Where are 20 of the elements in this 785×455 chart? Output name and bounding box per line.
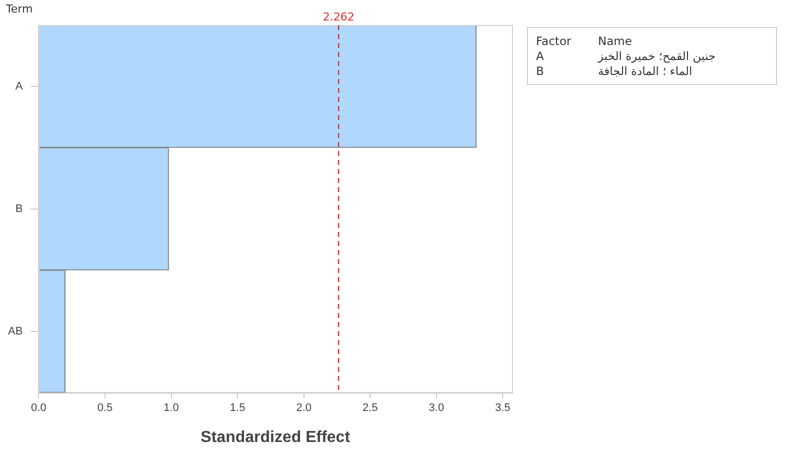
y-axis-title: Term xyxy=(5,2,33,16)
x-tick-label: 2.0 xyxy=(296,402,312,414)
text: جنين القمح؛ خميرة الخبز xyxy=(598,49,717,63)
x-tick-label: 1.0 xyxy=(164,402,179,414)
x-tick-label: 3.5 xyxy=(495,402,510,414)
text: B xyxy=(536,64,545,78)
x-axis-title: Standardized Effect xyxy=(200,428,351,446)
text: Name xyxy=(598,34,633,48)
x-tick-label: 2.5 xyxy=(362,402,378,414)
y-tick-label: AB xyxy=(8,325,23,338)
x-tick-label: 0.0 xyxy=(31,402,46,414)
x-tick-label: 0.5 xyxy=(97,402,113,414)
y-tick-label: B xyxy=(15,202,23,215)
y-tick-label: A xyxy=(15,80,24,92)
text: A xyxy=(536,49,545,63)
x-tick-label: 1.5 xyxy=(230,402,246,414)
ref-line-label: 2.262 xyxy=(322,10,354,24)
text: Factor xyxy=(536,34,572,48)
x-tick-label: 3.0 xyxy=(428,402,444,414)
text: الماء ؛ المادة الجافة xyxy=(598,64,694,78)
